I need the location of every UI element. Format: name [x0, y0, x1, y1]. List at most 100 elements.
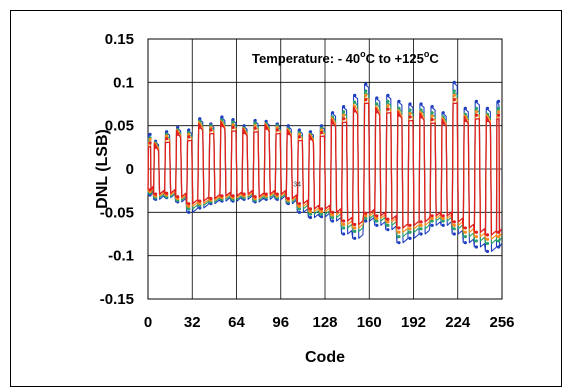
- y-tick-label: -0.1: [108, 248, 134, 265]
- series-point-orange: [231, 123, 235, 127]
- series-point-blue: [176, 125, 180, 129]
- series-point-orange: [397, 230, 401, 234]
- series-point-red: [408, 223, 412, 227]
- series-point-blue: [375, 96, 379, 100]
- series-point-red: [353, 109, 357, 113]
- series-point-red: [154, 192, 158, 196]
- series-point-green: [331, 215, 335, 220]
- temperature-annotation: Temperature: - 40oC to +125oC: [252, 49, 439, 66]
- series-point-green: [408, 230, 412, 234]
- series-point-green: [319, 212, 324, 216]
- series-point-orange: [319, 128, 324, 132]
- series-point-blue: [386, 228, 390, 232]
- series-point-red: [154, 145, 158, 149]
- series-point-blue: [419, 232, 423, 236]
- series-point-orange: [342, 222, 346, 227]
- series-point-red: [148, 188, 152, 192]
- series-point-red: [242, 131, 246, 135]
- y-tick-label: -0.15: [100, 291, 134, 308]
- series-point-red: [286, 196, 290, 201]
- y-tick-label: 0.1: [113, 74, 134, 91]
- series-point-orange: [430, 114, 434, 118]
- series-point-green: [452, 89, 456, 93]
- series-point-orange: [353, 226, 357, 230]
- series-point-red: [220, 194, 224, 198]
- series-point-red: [242, 192, 246, 196]
- series-point-orange: [187, 204, 191, 208]
- series-point-red: [441, 214, 445, 218]
- series-point-blue: [220, 115, 224, 119]
- series-point-blue: [408, 236, 412, 240]
- series-point-blue: [198, 117, 202, 121]
- x-tick-label: 192: [401, 314, 426, 331]
- series-point-orange: [275, 125, 279, 129]
- series-point-green: [342, 110, 346, 114]
- series-point-green: [430, 111, 434, 115]
- series-point-blue: [386, 93, 390, 97]
- series-point-blue: [419, 102, 423, 106]
- series-point-green: [452, 227, 456, 231]
- series-point-red: [176, 195, 180, 199]
- series-point-red: [474, 230, 479, 234]
- series-point-blue: [496, 245, 501, 249]
- series-point-blue: [474, 99, 479, 103]
- series-point-orange: [485, 237, 490, 241]
- series-point-red: [463, 226, 467, 230]
- series-point-red: [441, 121, 445, 125]
- series-point-green: [342, 226, 346, 230]
- series-point-orange: [319, 209, 324, 214]
- series-point-orange: [430, 216, 434, 220]
- series-point-red: [165, 191, 169, 195]
- series-point-blue: [485, 249, 490, 253]
- series-point-green: [364, 89, 368, 93]
- series-point-blue: [452, 80, 456, 84]
- series-point-red: [364, 211, 368, 215]
- series-point-red: [198, 199, 202, 203]
- series-point-red: [209, 128, 213, 132]
- series-point-orange: [331, 213, 335, 217]
- x-tick-label: 160: [357, 314, 382, 331]
- series-point-red: [148, 141, 152, 145]
- series-point-orange: [474, 235, 479, 239]
- series-point-red: [275, 128, 279, 132]
- series-point-green: [485, 241, 490, 246]
- series-point-red: [452, 220, 456, 224]
- series-point-orange: [375, 216, 379, 220]
- series-point-blue: [408, 102, 412, 106]
- series-point-orange: [474, 110, 479, 114]
- series-point-orange: [198, 202, 202, 206]
- series-point-orange: [187, 132, 191, 136]
- series-point-red: [253, 195, 257, 199]
- series-point-orange: [297, 204, 302, 208]
- series-point-blue: [253, 118, 257, 123]
- series-point-red: [485, 118, 490, 123]
- series-point-red: [364, 98, 368, 102]
- series-point-blue: [308, 215, 313, 220]
- series-point-blue: [331, 219, 335, 223]
- series-point-red: [319, 207, 324, 211]
- y-tick-label: -0.05: [100, 204, 134, 221]
- x-tick-label: 96: [272, 314, 289, 331]
- series-point-green: [231, 120, 235, 124]
- series-point-blue: [165, 130, 169, 134]
- annotation-prefix: Temperature: - 40: [252, 51, 360, 66]
- series-point-blue: [474, 245, 479, 249]
- series-point-red: [397, 226, 401, 230]
- series-point-blue: [441, 111, 445, 115]
- annotation-degree-1: o: [360, 49, 366, 59]
- series-point-red: [419, 220, 423, 224]
- series-point-green: [397, 235, 401, 239]
- series-point-green: [408, 108, 412, 112]
- series-line-red: [147, 102, 503, 236]
- series-point-green: [496, 106, 501, 110]
- series-point-red: [220, 124, 224, 128]
- series-point-blue: [319, 215, 324, 219]
- x-tick-label: 224: [445, 314, 471, 331]
- x-tick-label: 32: [184, 314, 201, 331]
- series-point-orange: [408, 111, 412, 116]
- series-point-red: [496, 113, 501, 117]
- series-point-red: [319, 131, 324, 135]
- series-point-green: [430, 219, 434, 223]
- series-point-red: [375, 110, 379, 114]
